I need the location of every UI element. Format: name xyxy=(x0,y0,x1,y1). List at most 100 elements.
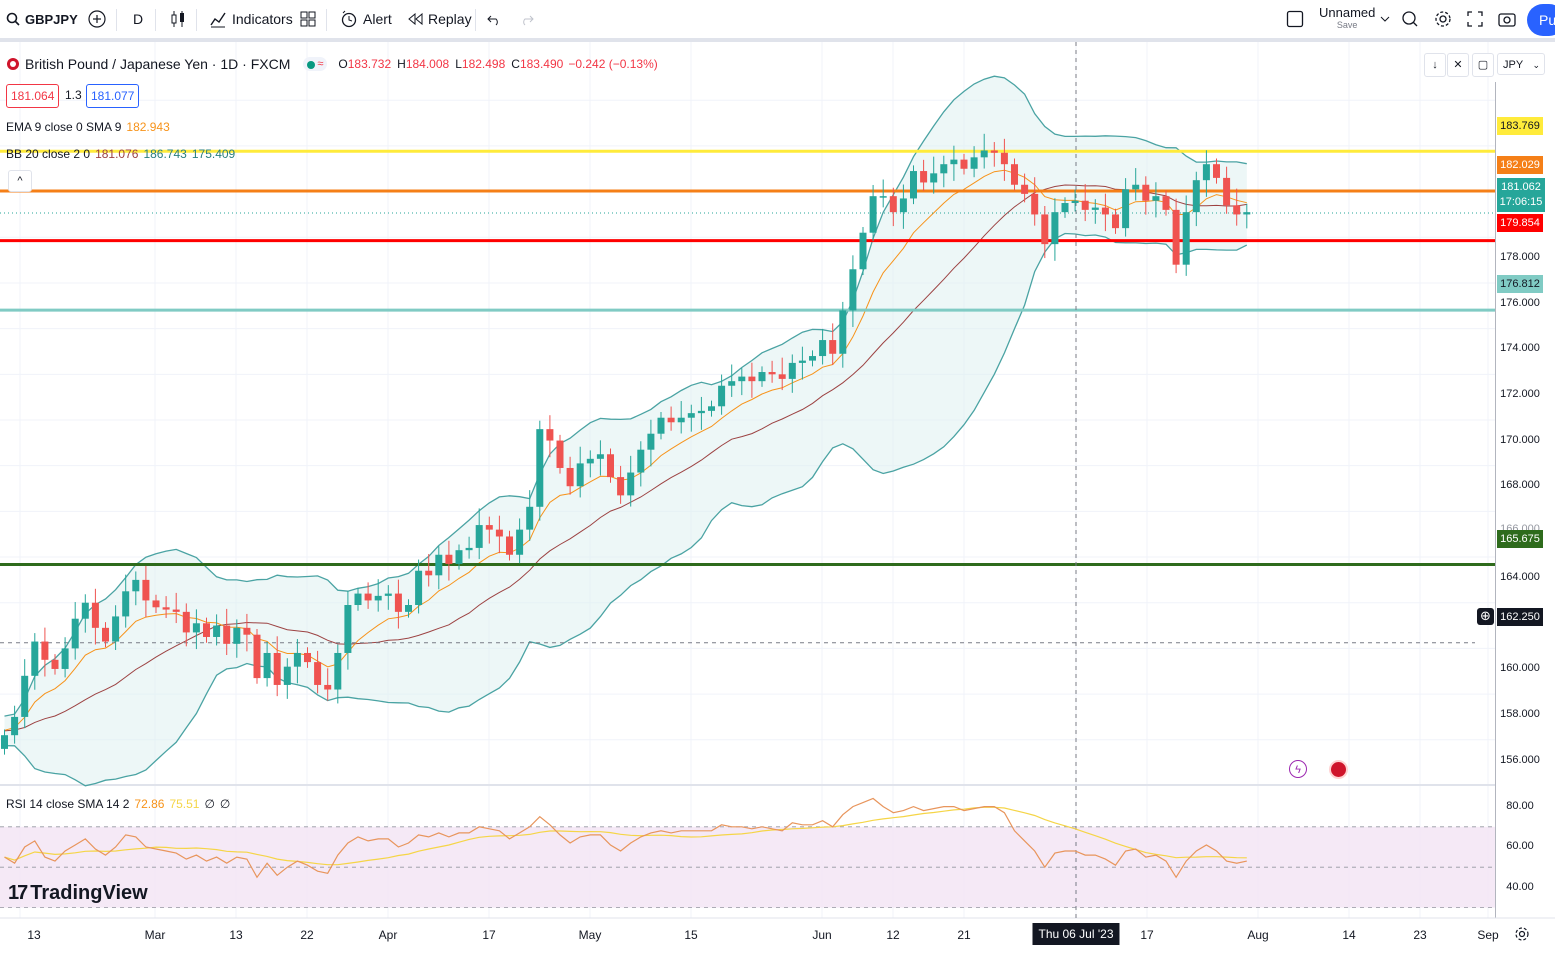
collapse-pane-button[interactable]: ✕ xyxy=(1447,53,1469,77)
quick-search-button[interactable] xyxy=(1401,0,1419,38)
crosshair-date-label: Thu 06 Jul '23 xyxy=(1032,923,1120,945)
candle-body xyxy=(768,372,776,375)
time-axis-label: 23 xyxy=(1413,928,1427,942)
candle-body xyxy=(162,607,170,610)
candle-body xyxy=(51,659,59,669)
bb-legend[interactable]: BB 20 close 2 0 181.076 186.743 175.409 xyxy=(6,147,235,161)
layouts-button[interactable] xyxy=(300,0,316,38)
toolbar-divider xyxy=(475,9,476,31)
uk-flag-event-icon[interactable] xyxy=(1329,760,1348,779)
layout-save: Save xyxy=(1336,20,1358,30)
main-legend: British Pound / Japanese Yen · 1D · FXCM… xyxy=(6,56,658,72)
rsi-sma-value: 75.51 xyxy=(169,797,200,811)
indicators-button[interactable]: Indicators xyxy=(209,0,293,38)
collapse-legend-button[interactable]: ^ xyxy=(8,170,32,192)
candle-body xyxy=(1132,184,1140,190)
candle-body xyxy=(102,627,109,642)
candle-body xyxy=(869,196,877,233)
candle-body xyxy=(21,675,29,717)
undo-button[interactable] xyxy=(487,0,501,38)
chart-canvas[interactable] xyxy=(0,42,1555,955)
chart-type-button[interactable] xyxy=(170,0,186,38)
candle-body xyxy=(990,150,998,153)
candle-body xyxy=(1061,203,1069,213)
undo-icon xyxy=(487,15,498,26)
buy-button[interactable]: 181.077 xyxy=(86,84,140,108)
candle-body xyxy=(142,579,150,601)
lightning-event-icon[interactable]: ϟ xyxy=(1289,760,1307,778)
fullscreen-button[interactable] xyxy=(1467,0,1483,38)
compare-button[interactable] xyxy=(88,0,106,38)
candle-body xyxy=(849,269,857,311)
candle-body xyxy=(566,467,574,487)
bb-lower-value: 175.409 xyxy=(191,147,236,161)
candle-body xyxy=(556,440,564,468)
ema-legend[interactable]: EMA 9 close 0 SMA 9 182.943 xyxy=(6,120,170,134)
layout-name: Unnamed xyxy=(1319,5,1376,20)
bollinger-fill xyxy=(4,76,1247,786)
price-tag-yellow: 183.769 xyxy=(1497,117,1543,135)
candle-body xyxy=(1233,205,1241,215)
candle-body xyxy=(879,196,887,198)
sell-button[interactable]: 181.064 xyxy=(6,84,60,108)
candle-body xyxy=(485,525,493,530)
replay-button[interactable]: Replay xyxy=(407,0,472,38)
bb-upper-value: 186.743 xyxy=(143,147,187,161)
candle-body xyxy=(617,477,625,496)
quick-search-icon xyxy=(1402,11,1418,27)
alert-button[interactable]: Alert xyxy=(340,0,392,38)
tradingview-logo[interactable]: 17 TradingView xyxy=(8,882,148,905)
candle-body xyxy=(213,625,221,637)
candle-body xyxy=(586,458,594,464)
price-axis-label: 172.000 xyxy=(1500,388,1540,400)
tv-logo-icon: 17 xyxy=(8,882,28,904)
candle-body xyxy=(253,634,261,679)
grid-icon xyxy=(300,11,316,27)
candle-body xyxy=(970,157,978,169)
candle-body xyxy=(475,525,483,548)
symbol-search[interactable]: GBPJPY xyxy=(6,0,78,38)
candle-body xyxy=(546,429,554,441)
candle-body xyxy=(182,611,190,633)
candle-body xyxy=(1162,196,1170,210)
arrow-down-icon: ↓ xyxy=(1432,59,1438,71)
candle-body xyxy=(1122,189,1130,229)
snapshot-button[interactable] xyxy=(1498,0,1516,38)
candle-body xyxy=(1041,214,1049,245)
interval-button[interactable]: D xyxy=(133,0,143,38)
candle-body xyxy=(61,648,69,669)
candle-body xyxy=(859,232,867,270)
scroll-down-button[interactable]: ↓ xyxy=(1424,53,1446,77)
axis-settings-button[interactable] xyxy=(1514,926,1532,944)
market-status[interactable]: ≈ xyxy=(303,57,328,71)
time-axis-label: 22 xyxy=(300,928,314,942)
rsi-legend[interactable]: RSI 14 close SMA 14 2 72.86 75.51 ∅ ∅ xyxy=(6,797,230,811)
rsi-line xyxy=(4,797,1247,879)
rsi-value: 72.86 xyxy=(134,797,165,811)
settings-button[interactable] xyxy=(1434,0,1452,38)
time-axis-label: 17 xyxy=(1140,928,1154,942)
candle-body xyxy=(576,463,584,487)
currency-select[interactable]: JPY ⌄ xyxy=(1497,53,1545,75)
fullscreen-icon xyxy=(1467,11,1483,27)
alert-label: Alert xyxy=(363,11,392,27)
indicators-label: Indicators xyxy=(232,11,293,27)
price-axis-label: 174.000 xyxy=(1500,342,1540,354)
camera-icon xyxy=(1498,13,1516,27)
price-tag-cyan: 176.812 xyxy=(1497,275,1543,293)
layout-select[interactable]: Unnamed Save xyxy=(1286,0,1390,38)
publish-button[interactable]: Pu xyxy=(1527,4,1555,36)
crosshair-price-tag: 162.250 xyxy=(1497,608,1543,626)
spread-value: 1.3 xyxy=(65,88,82,102)
add-alert-plus-icon[interactable]: ⊕ xyxy=(1477,608,1494,625)
collapse-icon: ✕ xyxy=(1453,59,1463,71)
candle-body xyxy=(71,618,79,649)
wave-icon: ≈ xyxy=(317,58,324,70)
candle-body xyxy=(889,196,897,213)
candle-body xyxy=(829,340,837,354)
redo-button[interactable] xyxy=(520,0,534,38)
time-axis-label: 21 xyxy=(957,928,971,942)
maximize-pane-button[interactable]: ▢ xyxy=(1472,53,1494,77)
ema-value: 182.943 xyxy=(126,120,170,134)
candle-body xyxy=(192,623,200,633)
